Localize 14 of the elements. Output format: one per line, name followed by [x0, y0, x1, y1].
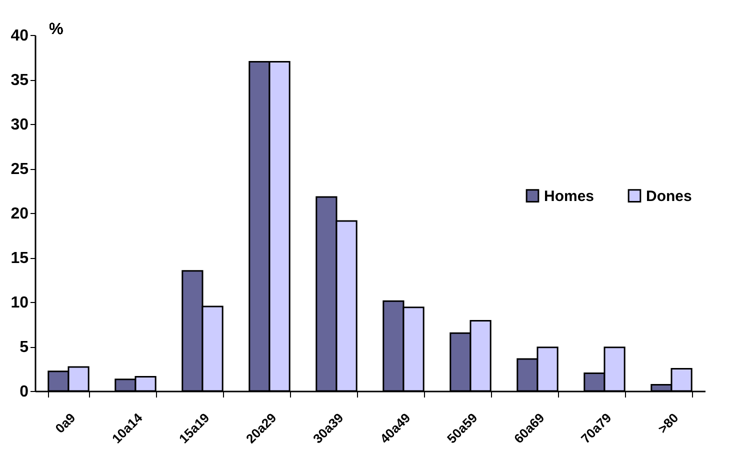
y-tick-label: 30	[10, 116, 29, 134]
y-axis-title: %	[49, 21, 64, 38]
x-tick-label: 0a9	[52, 410, 78, 436]
legend-label: Dones	[646, 188, 692, 205]
y-tick-label: 10	[10, 294, 29, 312]
y-tick-label: 40	[10, 28, 29, 44]
legend-label: Homes	[544, 188, 594, 205]
y-tick-label: 25	[10, 161, 29, 178]
y-tick-label: 35	[10, 72, 29, 89]
x-tick-label: >80	[654, 410, 682, 436]
y-tick-label: 20	[10, 206, 29, 222]
y-tick-label: 0	[20, 384, 29, 400]
y-tick-label: 15	[10, 250, 29, 267]
y-tick-label: 5	[20, 339, 29, 356]
